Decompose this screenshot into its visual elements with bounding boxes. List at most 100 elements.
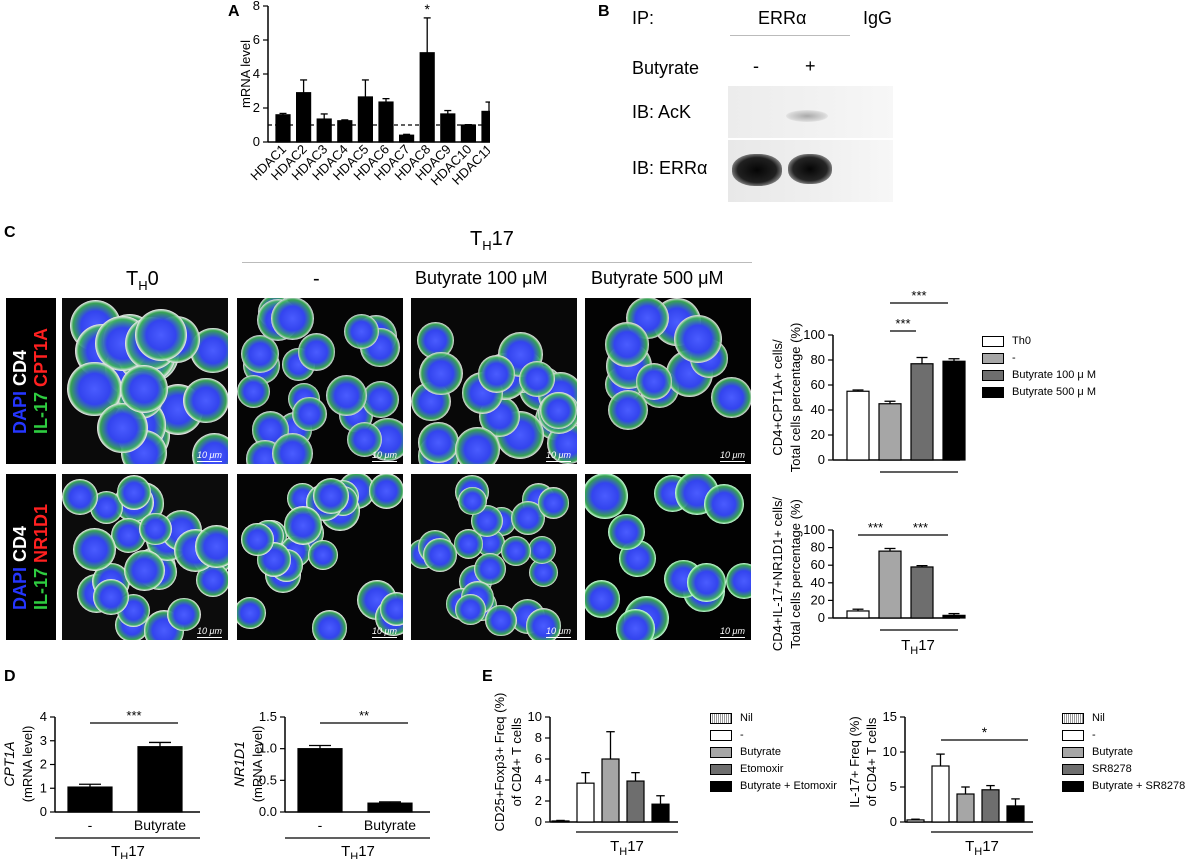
cell bbox=[604, 322, 649, 367]
bar bbox=[67, 786, 113, 813]
label-cpt1a: CPT1A bbox=[31, 327, 51, 387]
cell bbox=[687, 563, 726, 602]
cell bbox=[270, 298, 314, 341]
cell bbox=[307, 540, 338, 571]
cell bbox=[241, 523, 274, 556]
y-axis-title: Total cells percentage (%) bbox=[788, 323, 803, 473]
group-label: TH17 bbox=[965, 838, 999, 858]
y-tick-label: 40 bbox=[811, 402, 825, 417]
group-label: TH17 bbox=[610, 838, 644, 858]
micrograph-th17-cpt1a: 10 μm bbox=[237, 298, 403, 464]
micrograph-but500-nr1d1: 10 μm bbox=[585, 474, 751, 640]
label-nr1d1: NR1D1 bbox=[31, 503, 51, 563]
cell bbox=[477, 355, 515, 393]
y-tick-label: 0.5 bbox=[259, 772, 277, 787]
bar bbox=[460, 124, 476, 143]
panel-label-b: B bbox=[598, 3, 610, 20]
cell bbox=[311, 610, 348, 640]
legend-item-th0: Th0 bbox=[982, 333, 1096, 350]
y-tick-label: 10 bbox=[883, 744, 897, 759]
significance-mark: *** bbox=[913, 520, 928, 535]
chart-d-cpt1a: 0 1 2 3 4 - Butyrate TH17 CPT1A (mRNA level) *** bbox=[1, 708, 200, 859]
bar bbox=[906, 819, 925, 823]
y-tick-label: 100 bbox=[803, 522, 825, 537]
significance-mark: *** bbox=[895, 316, 910, 331]
cell bbox=[423, 538, 457, 573]
panel-label-a: A bbox=[228, 3, 240, 20]
cell bbox=[192, 432, 228, 464]
y-axis-title: NR1D1 bbox=[231, 741, 247, 787]
col-header-th0: TH0 bbox=[126, 268, 159, 293]
significance-mark: * bbox=[982, 724, 988, 740]
y-axis-title: of CD4+ T cells bbox=[864, 717, 879, 806]
bar bbox=[956, 793, 975, 823]
lane-plus: + bbox=[805, 56, 816, 76]
y-axis-title: of CD4+ T cells bbox=[509, 717, 524, 806]
cell bbox=[419, 351, 463, 396]
legend-item-etomoxir: Etomoxir bbox=[710, 761, 837, 778]
cell bbox=[237, 597, 266, 629]
legend-item-minus: - bbox=[1062, 727, 1185, 744]
cell bbox=[500, 536, 531, 567]
cell bbox=[326, 374, 368, 416]
legend-item-nil: Nil bbox=[1062, 710, 1185, 727]
chart-e-treg: 0 2 4 6 8 10 TH17 CD25+Foxp3+ Freq (%) of CD4+ T… bbox=[492, 693, 678, 858]
scale-bar: 10 μm bbox=[372, 626, 397, 638]
cell bbox=[271, 433, 313, 464]
y-tick-label: 8 bbox=[253, 0, 260, 13]
cell bbox=[194, 525, 228, 568]
x-tick-label: Butyrate bbox=[134, 817, 186, 833]
erra-header: ERRα bbox=[758, 8, 807, 28]
micrograph-but100-nr1d1: 10 μm bbox=[411, 474, 577, 640]
legend-item-butyrate: Butyrate bbox=[1062, 744, 1185, 761]
label-il17: IL-17 bbox=[31, 568, 51, 611]
y-tick-label: 20 bbox=[811, 427, 825, 442]
bar bbox=[481, 110, 490, 143]
bar bbox=[846, 610, 870, 619]
legend-item-sr8278: SR8278 bbox=[1062, 761, 1185, 778]
cell bbox=[457, 486, 487, 516]
cell bbox=[537, 486, 570, 519]
y-axis-title: (mRNA level) bbox=[20, 726, 35, 803]
panel-label-d: D bbox=[4, 668, 16, 685]
significance-mark: * bbox=[424, 1, 430, 17]
cell bbox=[585, 474, 629, 519]
cell bbox=[710, 376, 751, 418]
y-axis-title: IL-17+ Freq (%) bbox=[847, 716, 862, 807]
label-cd4: CD4 bbox=[10, 349, 30, 386]
significance-mark: *** bbox=[126, 708, 141, 723]
th17-header: TH17 bbox=[470, 228, 514, 253]
bar bbox=[878, 403, 902, 461]
bar bbox=[1006, 805, 1025, 823]
legend-item-butyrate-etomoxir: Butyrate + Etomoxir bbox=[710, 778, 837, 795]
bar bbox=[297, 748, 343, 813]
y-tick-label: 0 bbox=[890, 814, 897, 829]
cell bbox=[474, 553, 507, 586]
y-tick-label: 80 bbox=[811, 540, 825, 555]
significance-mark: *** bbox=[868, 520, 883, 535]
ib-erra-label: IB: ERRα bbox=[632, 158, 708, 178]
cell bbox=[283, 506, 323, 546]
bar bbox=[651, 803, 670, 823]
y-tick-label: 6 bbox=[535, 751, 542, 766]
cell bbox=[313, 478, 350, 515]
label-cd4: CD4 bbox=[10, 525, 30, 562]
erra-underline bbox=[730, 35, 850, 36]
bar bbox=[910, 566, 934, 619]
y-tick-label: 3 bbox=[40, 733, 47, 748]
bar bbox=[378, 101, 394, 143]
significance-mark: *** bbox=[911, 288, 926, 303]
panel-b-western-blot: IP: ERRα IgG Butyrate - + IB: AcK IB: ER… bbox=[620, 0, 920, 210]
x-tick-label: - bbox=[88, 817, 93, 833]
y-tick-label: 100 bbox=[803, 327, 825, 342]
y-axis-title: mRNA level bbox=[240, 40, 253, 108]
x-tick-label: Butyrate bbox=[364, 817, 416, 833]
legend-item-but500: Butyrate 500 μ M bbox=[982, 384, 1096, 401]
cell bbox=[455, 427, 500, 464]
cell bbox=[237, 375, 270, 408]
cell bbox=[527, 536, 556, 565]
bar bbox=[910, 363, 934, 461]
bar bbox=[576, 782, 595, 823]
y-tick-label: 2 bbox=[253, 100, 260, 115]
y-tick-label: 1.5 bbox=[259, 709, 277, 724]
